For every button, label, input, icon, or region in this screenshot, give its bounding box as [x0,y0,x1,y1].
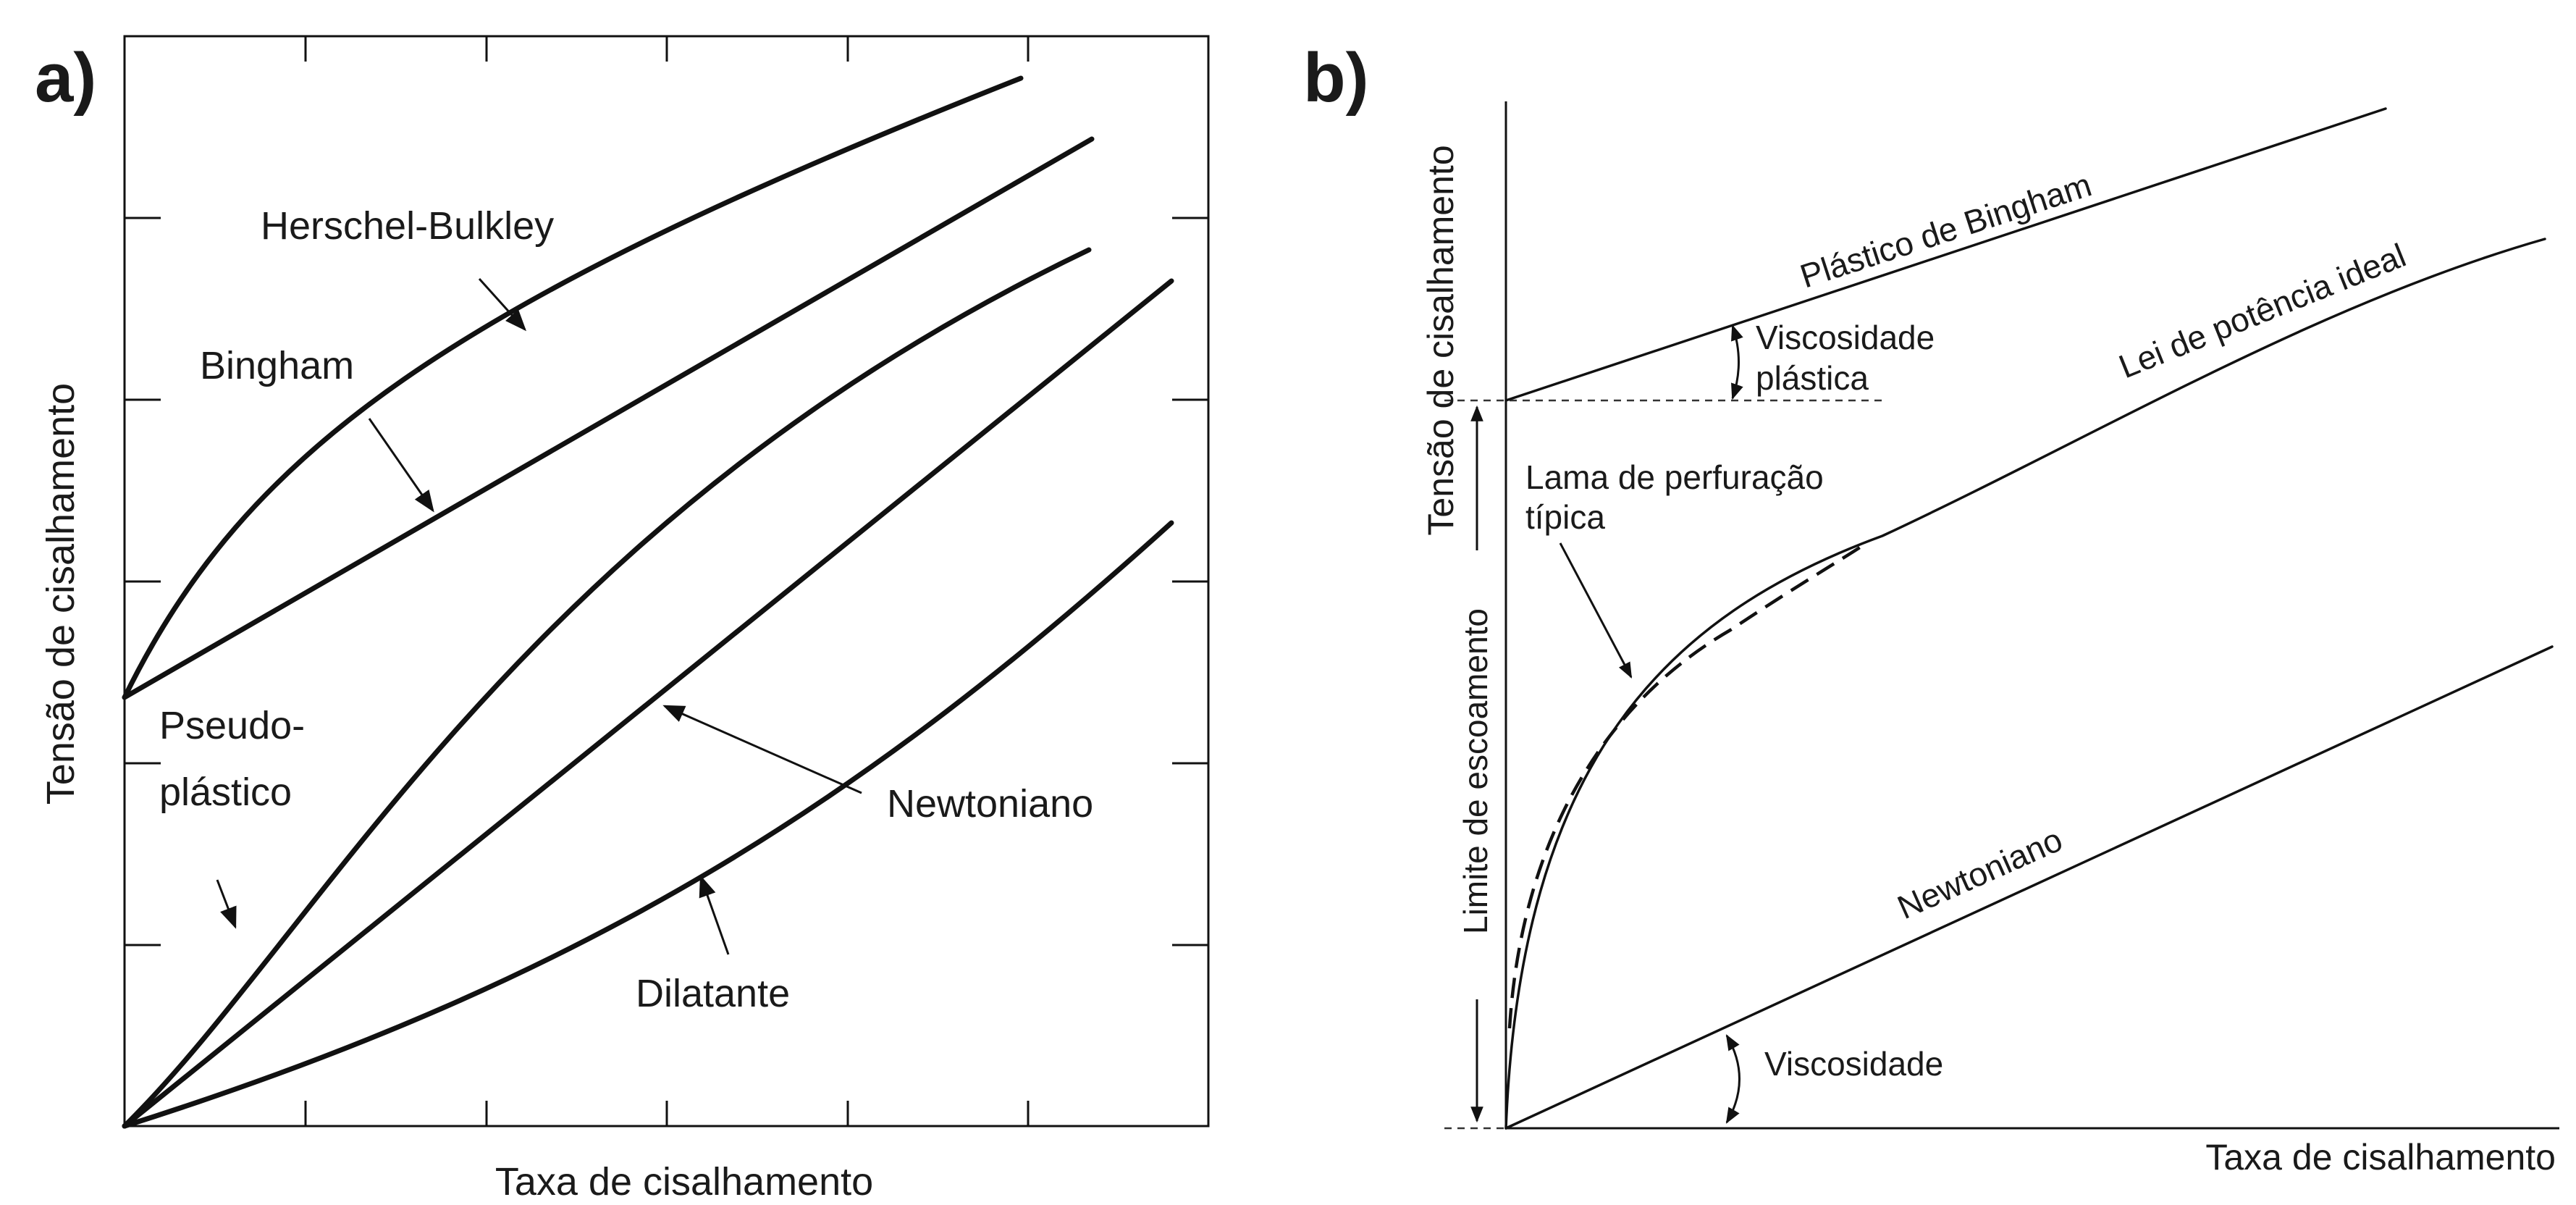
arrow-drilling-mud [1559,542,1633,679]
panel-b-x-axis-title: Taxa de cisalhamento [2205,1137,2556,1177]
curve-dilatant [122,520,1174,1129]
arrow-pseudoplastic [216,879,237,929]
curve-herschel-bulkley [122,75,1024,700]
panel-a-plot-frame [123,35,1210,1128]
panel-a-y-axis-title: Tensão de cisalhamento [39,383,83,805]
plastic-viscosity-angle-arrow [1731,324,1743,400]
arrow-newtonian [662,705,862,794]
label-yield-point: Limite de escoamento [1457,608,1494,934]
label-plastic-viscosity-line1: Viscosidade [1756,319,1935,356]
viscosity-angle-arrow [1725,1034,1741,1124]
label-plastic-viscosity-line2: plástica [1756,359,1869,397]
panel-a-ticks [125,36,1208,1126]
curve-pseudoplastic [122,247,1092,1129]
label-bingham-plastic: Plástico de Bingham [1796,165,2096,295]
label-bingham: Bingham [200,344,354,387]
curve-drilling-mud [1507,543,1866,1029]
curve-bingham [122,136,1095,700]
label-drilling-mud-line1: Lama de perfuração [1525,458,1824,496]
curve-bingham-plastic [1504,107,2387,402]
arrow-dilatant [699,875,730,955]
arrow-herschel-bulkley [478,277,527,332]
curve-newtonian [122,278,1174,1129]
panel-a: a) [35,35,1210,1204]
label-drilling-mud-line2: típica [1525,498,1605,536]
panel-a-label: a) [35,39,96,117]
label-power-law: Lei de potência ideal [2113,236,2411,385]
label-viscosity: Viscosidade [1764,1045,1943,1083]
curve-power-law [1504,238,2546,1130]
curve-newtonian-b [1504,645,2554,1130]
panel-a-x-axis-title: Taxa de cisalhamento [495,1160,873,1204]
label-pseudoplastic-line1: Pseudo- [159,704,305,747]
panel-b: b) Plástico de Bingham Lei de potência i… [1303,39,2559,1177]
label-dilatant: Dilatante [636,972,790,1015]
yield-point-label-gap [1457,550,1497,999]
panel-b-label: b) [1303,39,1369,117]
panel-b-y-axis-title: Tensão de cisalhamento [1420,145,1461,535]
label-pseudoplastic-line2: plástico [159,771,292,814]
label-newtonian: Newtoniano [887,782,1093,826]
arrow-bingham [368,418,434,513]
label-herschel-bulkley: Herschel-Bulkley [261,204,554,248]
